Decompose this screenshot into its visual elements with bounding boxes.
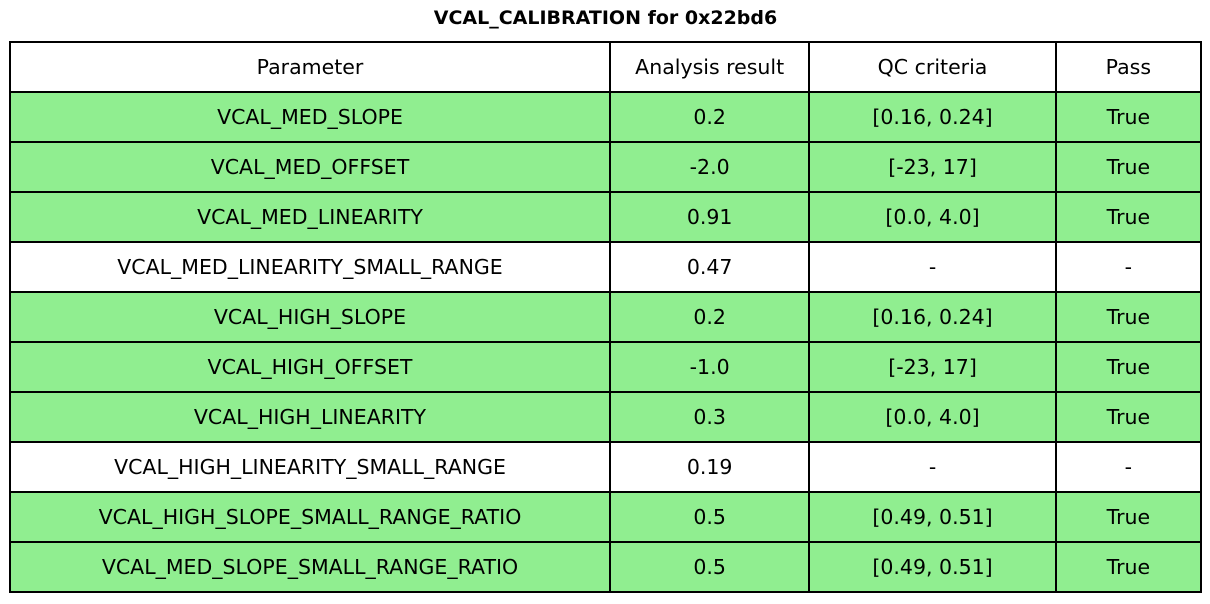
cell-parameter: VCAL_MED_SLOPE (9, 91, 611, 143)
cell-analysis-result: 0.5 (608, 491, 811, 543)
cell-qc-criteria: [0.49, 0.51] (808, 491, 1057, 543)
cell-pass: True (1054, 191, 1203, 243)
header-row: Parameter Analysis result QC criteria Pass (9, 41, 1203, 93)
page-title: VCAL_CALIBRATION for 0x22bd6 (433, 7, 778, 29)
cell-parameter: VCAL_MED_LINEARITY (9, 191, 611, 243)
cell-qc-criteria: [0.0, 4.0] (808, 191, 1057, 243)
cell-pass: True (1054, 141, 1203, 193)
cell-parameter: VCAL_HIGH_SLOPE (9, 291, 611, 343)
cell-analysis-result: -1.0 (608, 341, 811, 393)
cell-qc-criteria: [-23, 17] (808, 141, 1057, 193)
cell-pass: True (1054, 541, 1203, 593)
cell-analysis-result: -2.0 (608, 141, 811, 193)
cell-analysis-result: 0.3 (608, 391, 811, 443)
cell-pass: - (1054, 441, 1203, 493)
cell-qc-criteria: [0.49, 0.51] (808, 541, 1057, 593)
table-body: VCAL_MED_SLOPE 0.2 [0.16, 0.24] True VCAL_ME… (9, 91, 1203, 593)
table-row: VCAL_HIGH_LINEARITY_SMALL_RANGE 0.19- - (9, 441, 1203, 493)
cell-parameter: VCAL_HIGH_LINEARITY (9, 391, 611, 443)
table-row: VCAL_HIGH_LINEARITY 0.3 [0.0, 4.0] True (9, 391, 1203, 443)
column-header-pass: Pass (1054, 41, 1203, 93)
cell-analysis-result: 0.2 (608, 291, 811, 343)
qc-table: Parameter Analysis result QC criteria Pass … (9, 41, 1203, 593)
cell-parameter: VCAL_HIGH_LINEARITY_SMALL_RANGE (9, 441, 611, 493)
cell-qc-criteria: - (808, 241, 1057, 293)
cell-pass: True (1054, 341, 1203, 393)
cell-parameter: VCAL_HIGH_SLOPE_SMALL_RANGE_RATIO (9, 491, 611, 543)
cell-analysis-result: 0.2 (608, 91, 811, 143)
table-row: VCAL_MED_LINEARITY 0.91 [0.0, 4.0] True (9, 191, 1203, 243)
cell-pass: True (1054, 491, 1203, 543)
cell-parameter: VCAL_MED_SLOPE_SMALL_RANGE_RATIO (9, 541, 611, 593)
table-row: VCAL_MED_SLOPE 0.2 [0.16, 0.24] True (9, 91, 1203, 143)
cell-analysis-result: 0.91 (608, 191, 811, 243)
table-row: VCAL_MED_LINEARITY_SMALL_RANGE 0.47- - (9, 241, 1203, 293)
column-header-analysis-result: Analysis result (608, 41, 811, 93)
column-header-qc-criteria: QC criteria (808, 41, 1057, 93)
cell-qc-criteria: [0.0, 4.0] (808, 391, 1057, 443)
table-row: VCAL_HIGH_OFFSET -1.0 [-23, 17] True (9, 341, 1203, 393)
cell-analysis-result: 0.19 (608, 441, 811, 493)
cell-qc-criteria: - (808, 441, 1057, 493)
cell-analysis-result: 0.5 (608, 541, 811, 593)
column-header-parameter: Parameter (9, 41, 611, 93)
cell-pass: True (1054, 391, 1203, 443)
cell-qc-criteria: [0.16, 0.24] (808, 291, 1057, 343)
cell-parameter: VCAL_HIGH_OFFSET (9, 341, 611, 393)
cell-analysis-result: 0.47 (608, 241, 811, 293)
cell-pass: True (1054, 291, 1203, 343)
cell-parameter: VCAL_MED_OFFSET (9, 141, 611, 193)
table-row: VCAL_MED_OFFSET -2.0 [-23, 17] True (9, 141, 1203, 193)
cell-pass: True (1054, 91, 1203, 143)
table-row: VCAL_MED_SLOPE_SMALL_RANGE_RATIO 0.5 [0.49… (9, 541, 1203, 593)
table-row: VCAL_HIGH_SLOPE 0.2 [0.16, 0.24] True (9, 291, 1203, 343)
table-row: VCAL_HIGH_SLOPE_SMALL_RANGE_RATIO 0.5 [0.4… (9, 491, 1203, 543)
cell-pass: - (1054, 241, 1203, 293)
cell-parameter: VCAL_MED_LINEARITY_SMALL_RANGE (9, 241, 611, 293)
cell-qc-criteria: [0.16, 0.24] (808, 91, 1057, 143)
cell-qc-criteria: [-23, 17] (808, 341, 1057, 393)
